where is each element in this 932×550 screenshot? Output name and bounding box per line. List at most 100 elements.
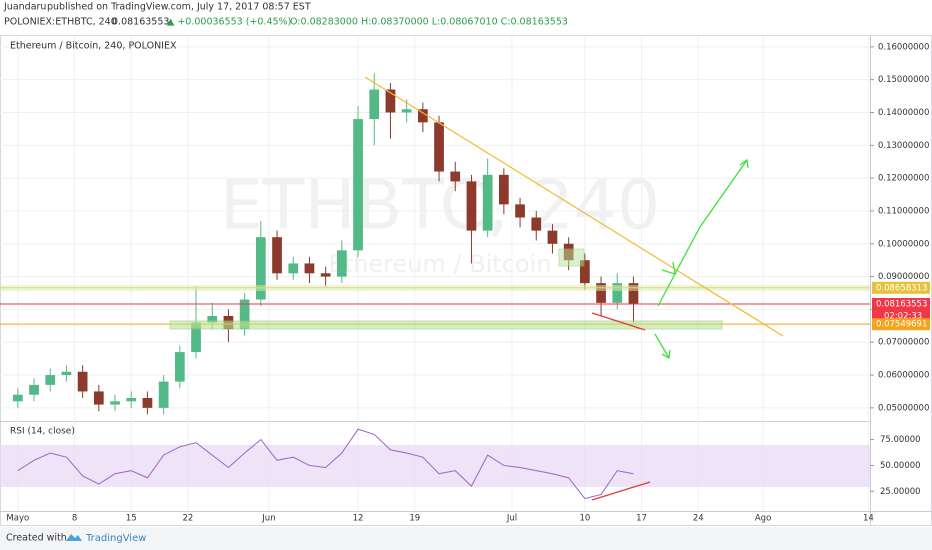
pane-title: RSI (14, close) — [10, 427, 75, 437]
symbol: POLONIEX:ETHBTC, 240 — [4, 17, 117, 28]
candle-body — [628, 283, 639, 305]
y-tick-label: 50.00000 — [880, 461, 921, 471]
candle-body — [434, 122, 444, 172]
candle-body — [61, 371, 72, 376]
x-tick-label: Jul — [506, 514, 517, 524]
arrow-up-head — [739, 158, 749, 169]
y-tick-label: 0.13000000 — [878, 141, 929, 151]
x-tick-label: 22 — [183, 514, 194, 524]
author[interactable]: Juandaru — [3, 2, 46, 13]
x-tick-label: 12 — [353, 514, 364, 524]
change: ▲ +0.00036553 (+0.45%) — [167, 17, 291, 28]
x-tick-label: Jun — [261, 514, 275, 524]
x-tick-label: Ago — [755, 514, 771, 524]
candle-body — [93, 391, 104, 405]
candle-body — [207, 315, 218, 323]
candle-body — [466, 181, 477, 231]
price-label-bg — [872, 298, 930, 311]
price-label: 0.08658313 — [876, 283, 927, 293]
y-tick-label: 0.15000000 — [878, 75, 929, 85]
rsi-divergence — [591, 481, 651, 501]
arrow-small-head — [661, 261, 676, 275]
price-label: 0.08163553 — [876, 300, 927, 310]
y-tick-label: 0.05000000 — [878, 403, 929, 413]
candle-body — [596, 283, 606, 303]
candle-body — [158, 381, 169, 408]
candle-body — [320, 273, 331, 277]
support-zone — [169, 320, 723, 330]
trendline — [364, 76, 784, 337]
arrow-down — [654, 333, 670, 359]
x-tick-label: 10 — [579, 514, 590, 524]
arrow-up — [657, 159, 748, 307]
candle-body — [612, 283, 623, 303]
y-tick-label: 0.10000000 — [878, 239, 929, 249]
candle-body — [12, 394, 23, 402]
y-tick-label: 0.14000000 — [878, 108, 929, 118]
candle-body — [580, 260, 590, 284]
watermark: ETHBTC, 240 — [220, 167, 660, 246]
x-tick-label: 14 — [863, 514, 874, 524]
y-tick-label: 0.09000000 — [878, 272, 929, 282]
candle-body — [126, 398, 137, 402]
x-tick-label: 17 — [636, 514, 647, 524]
y-tick-label: 0.12000000 — [878, 174, 929, 184]
x-tick-label: 8 — [72, 514, 77, 524]
last-price: 0.08163553 — [112, 17, 169, 28]
candle-body — [304, 263, 315, 274]
x-tick-label: 24 — [693, 514, 704, 524]
pane-title: Ethereum / Bitcoin, 240, POLONIEX — [10, 41, 177, 52]
highlight-box — [558, 248, 585, 267]
y-tick-label: 0.06000000 — [878, 371, 929, 381]
candle-body — [353, 119, 363, 251]
candle-body — [482, 174, 493, 231]
candle-body — [288, 263, 299, 274]
candle-body — [29, 384, 39, 395]
watermark-sub: Ethereum / Bitcoin — [329, 250, 552, 278]
candle-body — [142, 398, 153, 408]
footer — [0, 527, 932, 550]
candle-body — [417, 109, 428, 123]
brand[interactable]: TradingView — [85, 533, 146, 544]
created-with: Created with — [6, 533, 67, 544]
candle-body — [174, 352, 185, 382]
y-tick-label: 0.16000000 — [878, 42, 929, 52]
rsi-band — [0, 445, 870, 487]
rsi-line — [17, 428, 634, 500]
candle-body — [531, 217, 542, 231]
price-divergence — [591, 312, 646, 331]
x-tick-label: 19 — [409, 514, 420, 524]
candle-body — [77, 371, 88, 392]
logo — [66, 534, 82, 541]
candle-body — [191, 322, 201, 353]
y-tick-label: 75.00000 — [880, 435, 921, 445]
x-tick-label: Mayo — [6, 514, 29, 524]
candle-body — [401, 109, 412, 113]
resistance-zone — [0, 285, 870, 291]
y-tick-label: 25.00000 — [880, 487, 921, 497]
candle-body — [515, 204, 525, 218]
candle-body — [498, 174, 509, 205]
price-label-bg — [872, 318, 930, 331]
arrow-down-head — [661, 349, 671, 360]
y-tick-label: 0.11000000 — [878, 206, 929, 216]
candle-body — [272, 237, 282, 274]
candle-body — [450, 171, 461, 182]
candle-body — [239, 299, 250, 330]
price-pane: ETHBTC, 240 Ethereum / Bitcoin Ethereum / … — [0, 36, 870, 511]
price-label-bg — [872, 281, 930, 294]
candle-body — [45, 375, 56, 385]
candle-body — [547, 230, 558, 244]
rsi-pane: 25.00000 50.00000 75.00000 RSI (14, close) — [10, 427, 921, 500]
countdown: 02:02:33 — [884, 312, 922, 322]
candle-body — [385, 89, 396, 113]
x-tick-label: 15 — [126, 514, 137, 524]
candle-body — [255, 237, 266, 300]
arrows — [654, 158, 749, 360]
candle-body — [336, 250, 347, 277]
candle-body — [369, 89, 380, 120]
published: published on TradingView.com, July 17, 2… — [47, 2, 311, 13]
price-label: 0.07549691 — [876, 320, 927, 330]
drawings — [0, 76, 870, 501]
